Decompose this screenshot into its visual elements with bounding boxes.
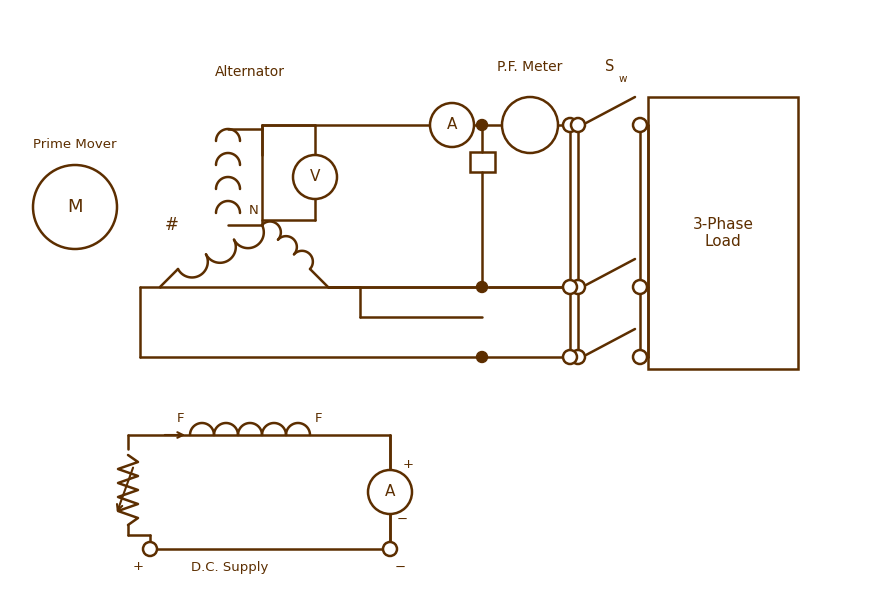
Text: S: S	[604, 60, 614, 75]
Circle shape	[476, 119, 487, 131]
Circle shape	[563, 350, 577, 364]
Text: A: A	[447, 118, 456, 133]
Text: Alternator: Alternator	[214, 65, 284, 79]
Text: P.F. Meter: P.F. Meter	[497, 60, 562, 74]
Text: 3-Phase
Load: 3-Phase Load	[692, 217, 752, 249]
Circle shape	[633, 280, 646, 294]
Circle shape	[143, 542, 157, 556]
Circle shape	[368, 470, 411, 514]
Circle shape	[633, 118, 646, 132]
Circle shape	[33, 165, 117, 249]
Circle shape	[476, 282, 487, 293]
Text: M: M	[67, 198, 82, 216]
Circle shape	[501, 97, 557, 153]
Text: Prime Mover: Prime Mover	[33, 139, 117, 152]
Text: F: F	[314, 413, 322, 426]
Text: −: −	[394, 561, 405, 574]
Text: w: w	[618, 74, 626, 84]
Circle shape	[571, 350, 585, 364]
Circle shape	[571, 118, 585, 132]
Bar	[469, 152, 494, 172]
Text: #: #	[165, 216, 179, 234]
Circle shape	[292, 155, 337, 199]
Circle shape	[563, 118, 577, 132]
Text: N: N	[249, 205, 259, 217]
Text: A: A	[385, 485, 395, 500]
Circle shape	[571, 280, 585, 294]
Circle shape	[633, 350, 646, 364]
Text: D.C. Supply: D.C. Supply	[191, 561, 268, 574]
Text: −: −	[396, 512, 407, 525]
Text: F: F	[176, 413, 183, 426]
Text: +: +	[402, 458, 413, 472]
Text: V: V	[309, 170, 320, 184]
Text: +: +	[132, 561, 144, 574]
Circle shape	[430, 103, 473, 147]
Bar	[648, 97, 797, 369]
Circle shape	[476, 352, 487, 362]
Circle shape	[383, 542, 397, 556]
Circle shape	[563, 280, 577, 294]
